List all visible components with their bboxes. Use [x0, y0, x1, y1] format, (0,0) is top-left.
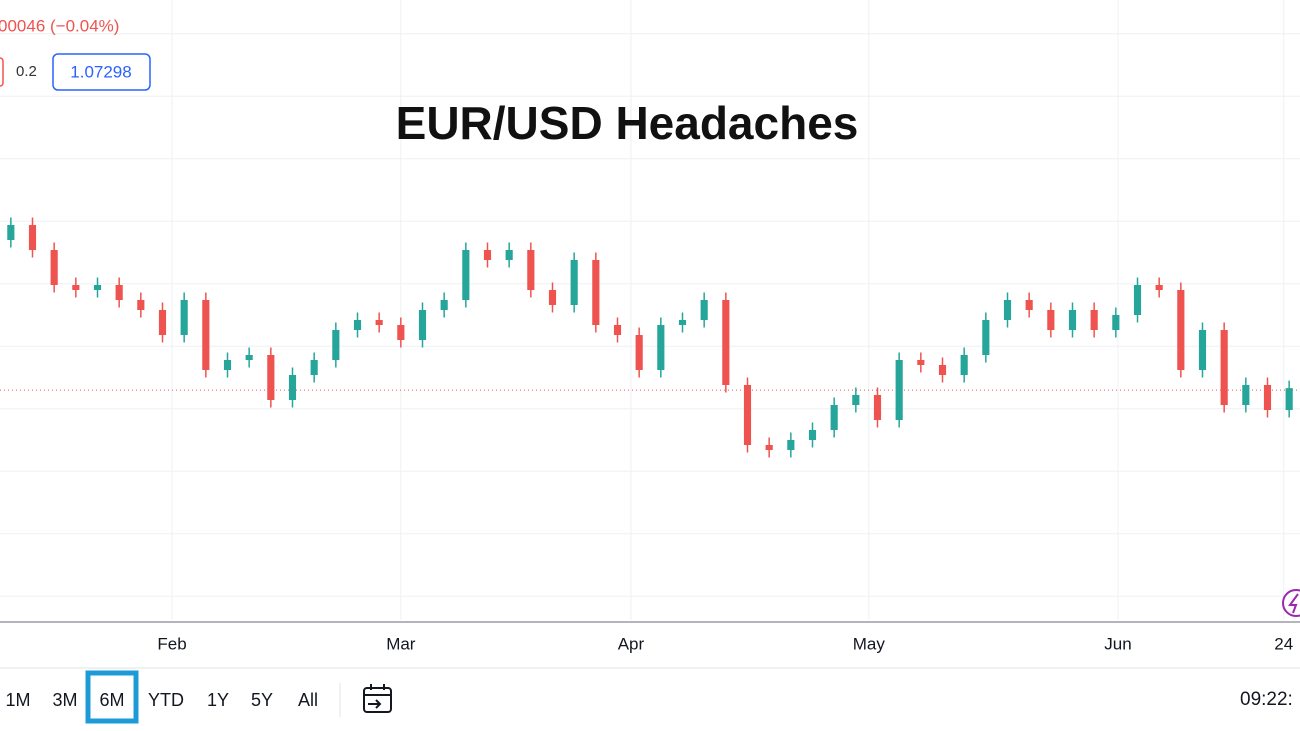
chart-title: EUR/USD Headaches [396, 97, 859, 149]
candle-body [1198, 330, 1207, 370]
x-tick-label: May [853, 634, 886, 653]
indicator-edge [0, 57, 4, 87]
candle-body [1155, 285, 1163, 290]
candle-body [1112, 315, 1120, 330]
candle-body [223, 360, 232, 370]
candle-body [115, 285, 123, 300]
candle-body [873, 395, 882, 420]
candle-body [353, 320, 362, 330]
candle-body [1177, 290, 1185, 370]
candle-body [635, 335, 643, 370]
x-tick-label: Mar [386, 634, 416, 653]
candle-body [72, 285, 80, 290]
candle-body [375, 320, 383, 325]
candle-body [743, 385, 752, 445]
candle-body [7, 225, 15, 240]
candle-body [548, 290, 557, 305]
candle-body [267, 355, 275, 400]
volume-label: 0.2 [16, 63, 37, 80]
candle-body [1133, 285, 1142, 315]
candle-body [938, 365, 947, 375]
candle-body [462, 250, 470, 300]
calendar-frame [363, 687, 392, 713]
candle-body [613, 325, 622, 335]
candle-body [483, 250, 492, 260]
x-tick-label: Feb [157, 634, 186, 653]
candle-body [917, 360, 925, 365]
candles [7, 217, 1293, 458]
range-button[interactable]: YTD [148, 690, 184, 710]
candle-body [1285, 388, 1293, 410]
x-tick-label: 24 [1274, 634, 1293, 653]
candle-body [1090, 310, 1098, 330]
candle-body [505, 250, 513, 260]
candle-body [1003, 300, 1012, 320]
candle-body [830, 405, 838, 430]
change-label: 00046 (−0.04%) [0, 16, 119, 35]
price-label: 1.07298 [70, 62, 131, 81]
range-button[interactable]: 1Y [207, 690, 229, 710]
candle-body [787, 440, 795, 450]
range-button[interactable]: 5Y [251, 690, 273, 710]
calendar-arrow [368, 699, 382, 709]
candle-body [527, 250, 535, 290]
candle-body [570, 260, 578, 305]
range-button[interactable]: 6M [99, 690, 124, 710]
grid [0, 0, 1300, 620]
candle-body [50, 250, 58, 285]
candle-body [808, 430, 817, 440]
candle-body [1263, 385, 1272, 410]
candle-body [657, 325, 665, 370]
candle-body [1220, 330, 1228, 405]
candle-body [245, 355, 253, 360]
candle-body [895, 360, 903, 420]
range-button[interactable]: 1M [5, 690, 30, 710]
x-tick-label: Apr [618, 634, 645, 653]
candle-body [397, 325, 405, 340]
candle-body [440, 300, 448, 310]
candle-body [28, 225, 37, 250]
price-box [52, 53, 151, 91]
candle-body [93, 285, 102, 290]
candle-body [418, 310, 427, 340]
candle-body [982, 320, 990, 355]
alert-icon-bolt [1288, 593, 1299, 614]
candle-body [180, 300, 188, 335]
candle-body [1047, 310, 1055, 330]
toolbar: 1M 3M 6M YTD 1Y 5Y All [5, 670, 318, 724]
range-button[interactable]: 3M [52, 690, 77, 710]
candle-body [310, 360, 318, 375]
x-tick-label: Jun [1104, 634, 1131, 653]
candle-body [700, 300, 708, 320]
range-button[interactable]: All [298, 690, 318, 710]
date-range-icon[interactable] [363, 684, 392, 713]
candle-body [678, 320, 687, 325]
selected-range-box [85, 670, 139, 724]
candle-body [158, 310, 167, 335]
candle-body [722, 300, 730, 385]
candle-body [288, 375, 297, 400]
candle-body [960, 355, 968, 375]
candle-body [202, 300, 210, 370]
candle-body [137, 300, 145, 310]
candle-body [592, 260, 600, 325]
candle-body [1025, 300, 1033, 310]
candle-body [1068, 310, 1077, 330]
candle-body [765, 445, 773, 450]
candle-body [332, 330, 340, 360]
candle-body [852, 395, 860, 405]
clock: 09:22: [1240, 689, 1293, 710]
candle-body [1242, 385, 1250, 405]
